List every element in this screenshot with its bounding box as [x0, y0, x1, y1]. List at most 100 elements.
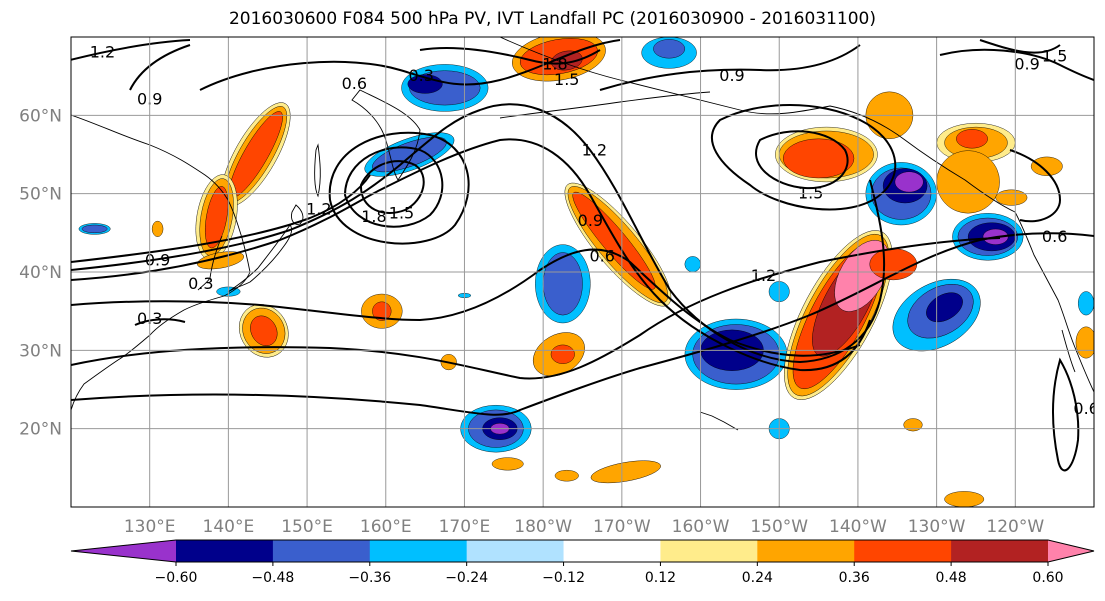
longitude-label: 140°E [203, 517, 255, 537]
longitude-label: 160°E [360, 517, 412, 537]
colorbar-tick-label: −0.60 [155, 570, 198, 586]
coastlines [71, 37, 1094, 431]
coastline-baja [1061, 329, 1076, 373]
shaded-region [1075, 326, 1094, 359]
shaded-region [926, 292, 963, 323]
colorbar-tick-label: 0.60 [1032, 570, 1063, 586]
contour-label: 0.6 [1042, 227, 1067, 246]
pv-contour [359, 160, 425, 214]
contour-label: 1.2 [582, 141, 607, 160]
shaded-region [1078, 291, 1094, 316]
longitude-label: 170°E [439, 517, 491, 537]
pv-contour [71, 248, 861, 357]
shaded-region [894, 171, 924, 193]
map-area: 1.20.90.6 0.31.81.5 0.90.9 1.51.21.51.2 1.8 1… [71, 37, 1094, 507]
pv-contour [71, 138, 871, 372]
coastline-asia [71, 114, 251, 411]
colorbar-labels: −0.60 −0.48 −0.36 −0.24 −0.12 0.12 0.24 0.36 0.4… [155, 562, 1064, 586]
map-title: 2016030600 F084 500 hPa PV, IVT Landfall… [228, 9, 876, 29]
contour-label: 1.5 [1042, 47, 1067, 66]
contour-label: 1.2 [306, 199, 331, 218]
shaded-region [590, 460, 661, 484]
pv-contour [1052, 357, 1080, 472]
shaded-region [782, 138, 855, 179]
colorbar-tick-label: 0.24 [742, 570, 773, 586]
colorbar-bin [272, 540, 371, 562]
contour-labels: 1.20.90.6 0.31.81.5 0.90.9 1.51.21.51.2 1.8 1… [90, 43, 1094, 418]
shaded-region [542, 252, 583, 316]
shaded-region [197, 251, 244, 270]
contour-label: 1.2 [751, 266, 776, 285]
contour-label: 0.3 [408, 66, 433, 85]
latitude-labels: 20°N 30°N 40°N 50°N 60°N [19, 106, 62, 439]
colorbar-extend-max [1048, 540, 1094, 562]
colorbar-bin [854, 540, 952, 562]
pv-contour [199, 39, 621, 91]
longitude-label: 140°W [829, 517, 887, 537]
shaded-region [204, 186, 229, 249]
colorbar-tick-label: 0.36 [839, 570, 870, 586]
pv-contour [1009, 149, 1062, 223]
colorbar [70, 539, 1095, 563]
pv-contour [419, 47, 601, 65]
shaded-region [550, 344, 575, 364]
colorbar-bin [951, 540, 1049, 562]
pv-contour [710, 104, 897, 211]
contour-label: 0.9 [145, 250, 170, 269]
coastline-aleutians [499, 91, 711, 119]
pv-contour [71, 39, 191, 61]
map-frame [70, 36, 1095, 508]
pv-contour [71, 232, 1094, 416]
longitude-label: 130°E [124, 517, 176, 537]
contour-label: 1.5 [389, 203, 414, 222]
coastline-alaska [499, 37, 1016, 213]
pv-contour [71, 174, 371, 263]
longitude-label: 150°W [750, 517, 808, 537]
longitude-label: 160°W [672, 517, 730, 537]
pv-contour [328, 131, 470, 245]
latitude-label: 50°N [19, 185, 62, 205]
latitude-label: 60°N [19, 106, 62, 126]
pv-contour [134, 318, 186, 326]
pv-contour [129, 44, 191, 91]
colorbar-bin [563, 540, 661, 562]
contour-label: 0.9 [719, 66, 744, 85]
coastline-north-america [1014, 211, 1094, 393]
latitude-label: 20°N [19, 420, 62, 440]
colorbar-tick-label: −0.36 [348, 570, 391, 586]
shaded-region [151, 220, 164, 237]
shaded-region [944, 491, 985, 507]
longitude-label: 130°W [908, 517, 966, 537]
coastline-sakhalin [314, 143, 321, 198]
colorbar-tick-label: −0.48 [251, 570, 294, 586]
colorbar-tick-label: −0.24 [445, 570, 488, 586]
colorbar-tick-label: 0.12 [645, 570, 676, 586]
latitude-label: 40°N [19, 263, 62, 283]
pv-contour [939, 48, 1094, 81]
pv-contour [599, 44, 861, 91]
colorbar-bin [176, 540, 274, 562]
pv-contour [343, 146, 444, 228]
shaded-region [956, 129, 988, 149]
contour-label: 0.3 [188, 274, 213, 293]
contour-label: 1.2 [90, 43, 115, 62]
pv-contour [71, 103, 886, 364]
longitude-label: 150°E [281, 517, 333, 537]
colorbar-extend-min [71, 540, 176, 562]
longitude-label: 120°W [986, 517, 1044, 537]
shaded-region [995, 189, 1028, 206]
coastline-hawaii [699, 411, 739, 431]
pv-contour [979, 39, 1061, 54]
colorbar-bin [660, 540, 758, 562]
gridlines [71, 37, 1094, 507]
pv-contours [71, 39, 1094, 472]
shaded-region [554, 470, 579, 482]
shaded-region [372, 301, 392, 321]
contour-label: 0.6 [589, 246, 614, 265]
contour-label: 1.5 [554, 70, 579, 89]
shaded-region [491, 457, 524, 471]
coastline-hokkaido [291, 204, 304, 225]
contour-label: 0.9 [1014, 54, 1039, 73]
contour-label: 0.6 [342, 74, 367, 93]
